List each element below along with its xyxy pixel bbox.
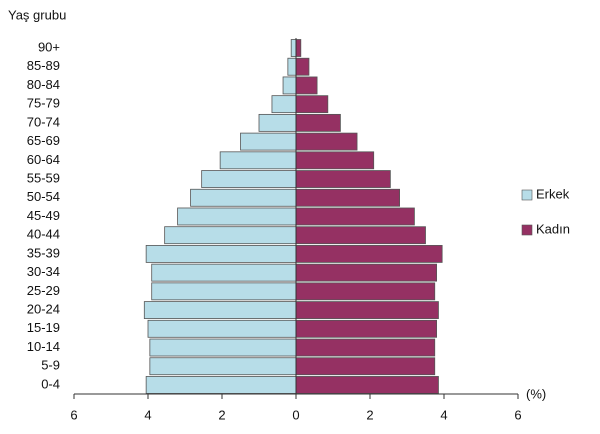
bar [295,95,329,114]
y-axis-label: Yaş grubu [8,7,66,22]
bar [295,338,436,357]
bar [149,338,297,357]
legend-label: Kadın [536,221,570,236]
legend-swatch [521,189,533,201]
bar [295,263,438,282]
bar [295,57,310,76]
y-tick-label: 50-54 [27,189,60,204]
y-tick-label: 35-39 [27,245,60,260]
bar [295,76,318,95]
x-tick-label: 4 [144,407,151,422]
y-tick-label: 85-89 [27,58,60,73]
y-tick-label: 60-64 [27,152,60,167]
y-tick-label: 0-4 [41,376,60,391]
bar [295,319,438,338]
bar [295,282,436,301]
bar [177,207,297,226]
bar [295,357,436,376]
y-tick-label: 90+ [38,39,60,54]
bar [295,132,358,151]
bar [295,188,400,207]
x-tick-label: 0 [292,407,299,422]
bar [295,151,375,170]
bar [147,319,297,338]
y-tick-label: 70-74 [27,114,60,129]
bar [145,376,297,394]
bar [145,245,297,263]
y-tick-label: 65-69 [27,133,60,148]
bar [151,282,297,301]
y-tick-label: 55-59 [27,170,60,185]
x-tick-label: 2 [218,407,225,422]
x-axis-label: (%) [526,386,546,401]
legend-label: Erkek [536,186,570,201]
bar [151,263,297,282]
y-tick-label: 5-9 [41,358,60,373]
bar [190,188,297,207]
x-tick-label: 2 [366,407,373,422]
bar [290,39,297,57]
bar [295,226,426,245]
bar [295,170,391,188]
x-tick-label: 6 [514,407,521,422]
x-tick-label: 6 [70,407,77,422]
bar [295,113,341,132]
bar [295,245,443,263]
bar [271,95,297,114]
y-tick-label: 10-14 [27,339,60,354]
y-tick-label: 75-79 [27,96,60,111]
bar [295,39,302,57]
x-tick-label: 4 [440,407,447,422]
bar [258,113,297,132]
y-tick-label: 80-84 [27,77,60,92]
legend-swatch [521,224,533,236]
bar [149,357,297,376]
bar [219,151,297,170]
y-tick-label: 15-19 [27,320,60,335]
y-tick-label: 45-49 [27,208,60,223]
bar [282,76,297,95]
y-tick-label: 30-34 [27,264,60,279]
bar [164,226,297,245]
bar [287,57,297,76]
y-tick-label: 25-29 [27,283,60,298]
y-tick-label: 40-44 [27,227,60,242]
bar [295,207,415,226]
bar [295,376,439,394]
bar [201,170,297,188]
bar [240,132,297,151]
bar [295,301,439,319]
y-tick-label: 20-24 [27,302,60,317]
bar [143,301,297,319]
